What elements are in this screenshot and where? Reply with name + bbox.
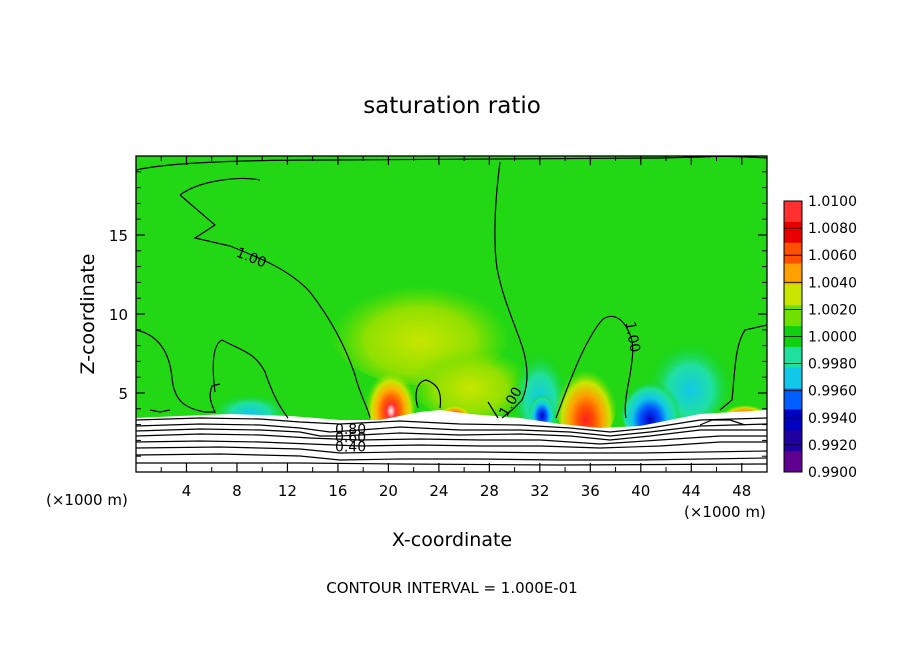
colorbar-label: 0.9980 — [808, 357, 857, 373]
x-tick-label: 20 — [379, 482, 398, 500]
colorbar-swatch — [784, 409, 802, 431]
contour-line — [136, 462, 767, 466]
colorbar-label: 1.0000 — [808, 330, 857, 346]
contour-line — [136, 440, 767, 449]
x-axis: 4 8 12 16 20 24 28 32 36 40 44 48 — [160, 156, 751, 500]
colorbar-label: 0.9920 — [808, 438, 857, 454]
contour-lines-lower — [136, 417, 767, 466]
field-region-red-2 — [554, 345, 618, 445]
colorbar-label: 1.0080 — [808, 221, 857, 237]
contour-label: 1.00 — [622, 320, 643, 353]
x-tick-label: 48 — [732, 482, 751, 500]
x-tick-label: 32 — [530, 482, 549, 500]
x-unit-right: (×1000 m) — [684, 503, 766, 521]
y-tick-label: 10 — [109, 306, 128, 324]
y-axis-label: Z-coordinate — [77, 254, 99, 375]
x-tick-label: 28 — [480, 482, 499, 500]
field-region-red-1 — [365, 355, 417, 435]
contour-interval-note: CONTOUR INTERVAL = 1.000E-01 — [326, 579, 577, 597]
x-tick-label: 44 — [682, 482, 701, 500]
contour-label: 0.80 — [335, 422, 366, 438]
contour-line — [136, 453, 767, 461]
colorbar: 1.0100 1.0080 1.0060 1.0040 1.0020 1.0000 0.99… — [783, 194, 857, 481]
colorbar-swatch — [784, 451, 802, 473]
contour-label: 1.00 — [682, 146, 713, 162]
contour-label: 0.60 — [335, 430, 366, 446]
x-axis-label: X-coordinate — [392, 529, 512, 551]
colorbar-label: 1.0020 — [808, 302, 857, 318]
field-region-blue-1 — [528, 383, 556, 427]
y-tick-label: 5 — [118, 385, 128, 403]
colorbar-label: 0.9940 — [808, 411, 857, 427]
plot-area: 1.001.001.001.000.800.600.40 — [136, 146, 767, 472]
contour-line — [136, 417, 767, 433]
colorbar-swatch — [784, 221, 802, 244]
x-tick-label: 36 — [581, 482, 600, 500]
x-tick-label: 12 — [278, 482, 297, 500]
contour-line — [136, 423, 767, 437]
colorbar-label: 1.0040 — [808, 275, 857, 291]
y-axis: 5 10 15 — [109, 171, 767, 457]
contour-line — [699, 419, 746, 426]
contour-line — [136, 428, 767, 441]
contour-line — [555, 315, 634, 419]
y-tick-label: 15 — [109, 227, 128, 245]
colorbar-label: 0.9960 — [808, 384, 857, 400]
colorbar-label: 1.0100 — [808, 194, 857, 210]
colorbar-swatch — [784, 346, 802, 369]
colorbar-swatch — [784, 242, 802, 265]
field-region-blue-2 — [618, 360, 682, 440]
colorbar-swatch — [784, 367, 802, 390]
colorbar-swatch — [784, 284, 802, 306]
colorbar-swatch — [784, 388, 802, 410]
contour-line — [136, 433, 767, 445]
x-tick-label: 40 — [631, 482, 650, 500]
contour-line — [179, 177, 371, 419]
contour-label: 0.40 — [335, 439, 366, 455]
contour-line — [719, 324, 767, 411]
contour-line — [487, 161, 528, 419]
colorbar-swatch — [784, 430, 802, 452]
colorbar-label: 1.0060 — [808, 248, 857, 264]
contour-line — [136, 329, 221, 413]
x-tick-label: 24 — [429, 482, 448, 500]
contour-line — [212, 339, 289, 419]
x-tick-label: 4 — [182, 482, 192, 500]
x-tick-label: 8 — [232, 482, 242, 500]
contour-line — [136, 446, 767, 454]
contour-line — [415, 379, 442, 409]
colorbar-label: 0.9900 — [808, 465, 857, 481]
chart-title: saturation ratio — [363, 93, 541, 119]
colorbar-swatch — [784, 263, 802, 285]
x-tick-label: 16 — [328, 482, 347, 500]
lower-white-region — [136, 410, 767, 472]
x-unit-left: (×1000 m) — [46, 491, 128, 509]
colorbar-swatch — [784, 305, 802, 327]
colorbar-swatch — [784, 201, 802, 223]
